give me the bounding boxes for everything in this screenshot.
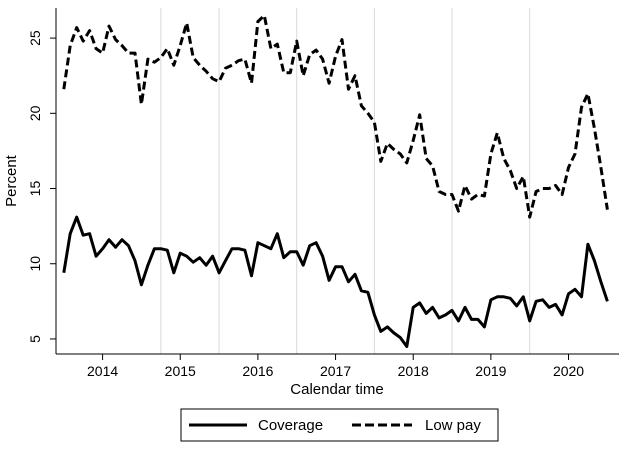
series-layer (62, 14, 609, 348)
x-axis-title: Calendar time (290, 381, 383, 398)
x-tick-label: 2016 (242, 363, 273, 379)
x-ticks: 2014 2015 2016 2017 2018 2019 2020 (87, 354, 584, 379)
x-tick-label: 2014 (87, 363, 118, 379)
series-line-coverage (62, 215, 609, 348)
y-tick-label: 20 (27, 105, 43, 121)
x-tick-label: 2017 (320, 363, 351, 379)
y-ticks: 5 10 15 20 25 (27, 30, 56, 343)
series-line-low-pay (62, 14, 609, 219)
x-tick-label: 2015 (165, 363, 196, 379)
legend-label-low-pay: Low pay (425, 417, 481, 434)
y-tick-label: 15 (27, 181, 43, 197)
x-tick-label: 2020 (553, 363, 584, 379)
y-tick-label: 10 (27, 256, 43, 272)
axes: 5 10 15 20 25 2014 2015 2016 2017 2018 2019 2020 (27, 8, 619, 379)
y-axis-title: Percent (3, 154, 20, 207)
x-tick-label: 2019 (475, 363, 506, 379)
vertical-reference-lines (160, 8, 531, 354)
legend: Coverage Low pay (180, 408, 499, 442)
y-tick-label: 25 (27, 30, 43, 46)
legend-label-coverage: Coverage (258, 417, 323, 434)
y-tick-label: 5 (27, 335, 43, 343)
x-tick-label: 2018 (398, 363, 429, 379)
